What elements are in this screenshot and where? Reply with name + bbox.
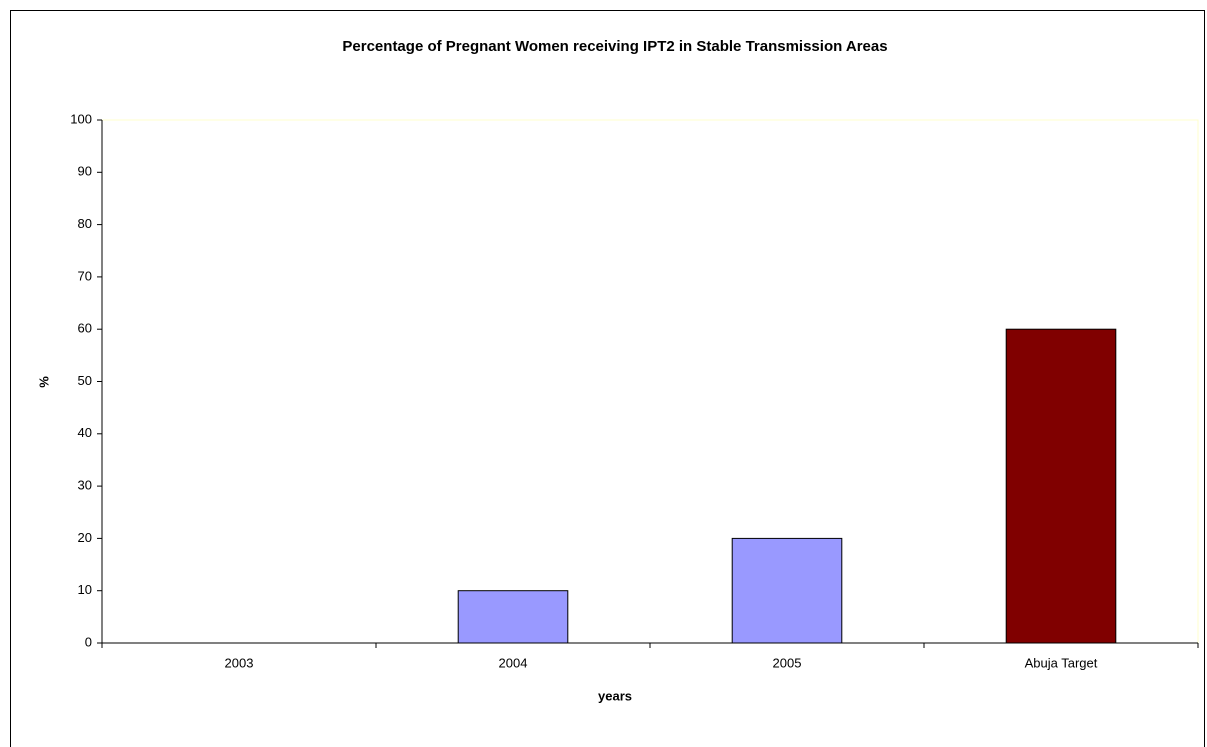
x-axis-label: years — [598, 688, 632, 703]
y-tick-label: 10 — [78, 582, 92, 597]
y-tick-label: 20 — [78, 530, 92, 545]
bar — [731, 537, 843, 644]
y-tick-label: 60 — [78, 321, 92, 336]
x-tick-label: 2004 — [499, 655, 528, 670]
x-tick-label: 2003 — [225, 655, 254, 670]
y-tick-label: 50 — [78, 373, 92, 388]
y-tick-label: 40 — [78, 425, 92, 440]
bar — [457, 590, 569, 644]
chart-title: Percentage of Pregnant Women receiving I… — [342, 38, 887, 55]
y-tick-label: 100 — [70, 111, 92, 126]
x-tick-label: 2005 — [773, 655, 802, 670]
y-tick-label: 0 — [85, 634, 92, 649]
x-tick-label: Abuja Target — [1025, 655, 1098, 670]
y-tick-label: 70 — [78, 268, 92, 283]
y-axis-label: % — [36, 376, 51, 388]
y-tick-label: 90 — [78, 164, 92, 179]
y-tick-label: 80 — [78, 216, 92, 231]
bar — [1005, 328, 1117, 644]
y-tick-label: 30 — [78, 478, 92, 493]
chart-frame — [10, 10, 1205, 747]
